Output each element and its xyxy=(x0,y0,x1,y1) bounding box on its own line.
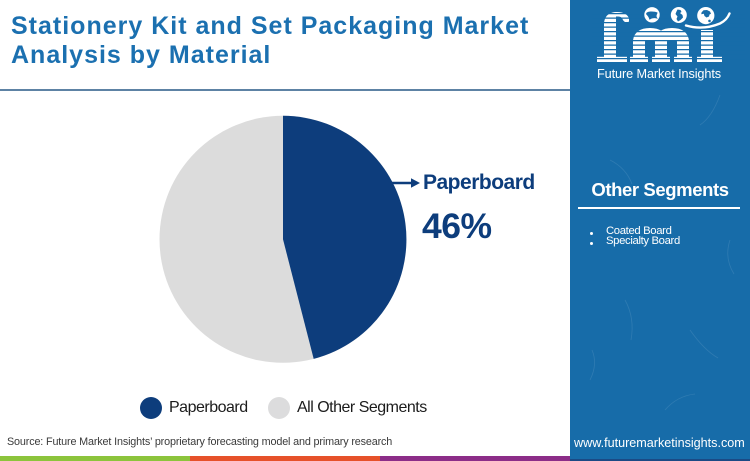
svg-text:Future Market Insights: Future Market Insights xyxy=(597,67,721,81)
